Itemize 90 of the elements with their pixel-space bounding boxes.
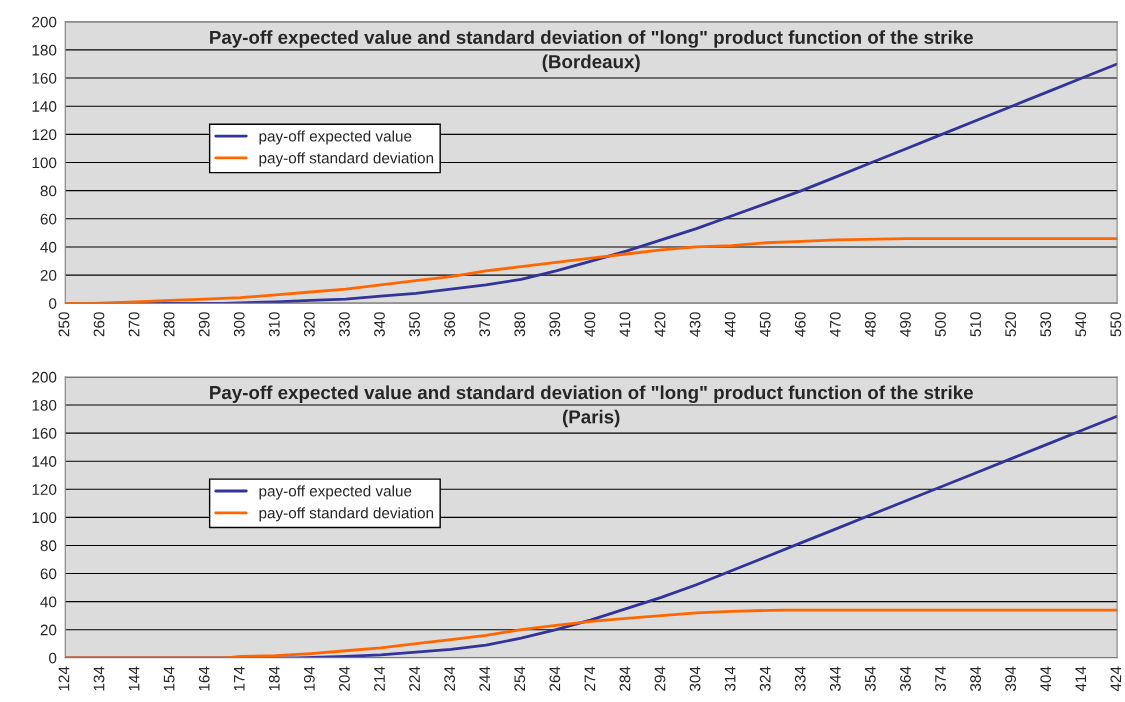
- x-tick-label: 334: [794, 666, 806, 692]
- x-tick-label: 124: [58, 666, 70, 691]
- x-tick-label: 264: [549, 666, 561, 691]
- x-tick-label: 324: [759, 666, 771, 692]
- x-tick-label: 360: [444, 312, 456, 337]
- y-tick-label: 180: [32, 44, 57, 56]
- x-tick-label: 374: [935, 666, 946, 692]
- y-tick-label: 200: [32, 16, 57, 28]
- y-tick-label: 40: [40, 241, 57, 253]
- x-tick-label: 480: [864, 312, 876, 337]
- y-tick-label: 140: [32, 101, 57, 112]
- x-tick-label: 380: [514, 312, 526, 337]
- y-tick-label: 60: [40, 213, 57, 225]
- x-tick-label: 234: [444, 666, 456, 691]
- x-tick-label: 440: [724, 312, 736, 337]
- y-tick-label: 200: [32, 371, 57, 383]
- x-tick-label: 144: [128, 666, 140, 691]
- x-tick-label: 280: [163, 312, 175, 337]
- x-tick-label: 310: [268, 312, 280, 337]
- text: Pay-off expected value and standard deviation of "long" product function of the strike (Bordeaux): [210, 30, 973, 73]
- x-tick-label: 214: [374, 666, 385, 691]
- x-tick-label: 490: [900, 312, 911, 337]
- x-tick-label: 250: [58, 312, 70, 337]
- x-tick-label: 300: [233, 312, 245, 337]
- x-tick-label: 260: [93, 312, 105, 337]
- x-tick-label: 204: [339, 666, 350, 691]
- y-tick-label: 140: [32, 456, 57, 467]
- x-tick-label: 244: [479, 666, 490, 691]
- y-tick-label: 160: [32, 72, 57, 84]
- x-tick-label: 164: [198, 666, 210, 691]
- y-tick-label: 80: [40, 185, 57, 197]
- y-tick-label: 0: [49, 652, 57, 664]
- x-tick-label: 134: [93, 666, 105, 691]
- y-tick-label: 20: [40, 269, 57, 281]
- y-tick-label: 120: [32, 484, 57, 495]
- x-tick-label: 290: [198, 312, 210, 337]
- x-tick-label: 400: [584, 312, 596, 337]
- x-tick-label: 350: [409, 312, 420, 337]
- x-tick-label: 320: [303, 312, 315, 337]
- x-tick-label: 450: [759, 312, 771, 337]
- x-tick-label: 550: [1110, 312, 1122, 337]
- x-tick-label: 154: [163, 666, 175, 691]
- x-tick-label: 294: [654, 666, 666, 691]
- x-tick-label: 224: [409, 666, 420, 691]
- x-tick-label: 520: [1005, 312, 1017, 337]
- text: Pay-off expected value and standard deviation of "long" product function of the strike (Paris): [210, 385, 973, 428]
- y-tick-label: 160: [32, 428, 57, 439]
- x-tick-label: 364: [900, 666, 911, 692]
- x-tick-label: 254: [514, 666, 526, 691]
- y-tick-label: 80: [40, 540, 57, 552]
- x-tick-label: 404: [1040, 666, 1052, 692]
- x-tick-label: 390: [549, 312, 561, 337]
- x-tick-label: 500: [935, 312, 946, 337]
- y-tick-label: 60: [40, 568, 57, 580]
- legend-label: pay-off standard deviation: [259, 152, 434, 167]
- x-tick-label: 354: [864, 666, 876, 692]
- x-tick-label: 274: [584, 666, 596, 691]
- x-tick-label: 344: [829, 666, 841, 692]
- x-tick-label: 370: [479, 312, 491, 337]
- x-tick-label: 314: [724, 666, 736, 692]
- x-tick-label: 470: [829, 312, 841, 337]
- y-tick-label: 120: [32, 129, 57, 141]
- legend-label: pay-off expected value: [259, 130, 412, 145]
- x-tick-label: 510: [970, 312, 981, 337]
- y-tick-label: 100: [32, 157, 57, 169]
- y-tick-label: 20: [40, 624, 57, 636]
- legend-label: pay-off expected value: [259, 485, 412, 500]
- x-tick-label: 424: [1110, 666, 1122, 692]
- y-tick-label: 0: [49, 298, 57, 309]
- x-tick-label: 394: [1005, 666, 1017, 692]
- x-tick-label: 304: [689, 666, 701, 692]
- x-tick-label: 430: [689, 312, 701, 337]
- x-tick-label: 530: [1040, 312, 1052, 337]
- x-tick-label: 270: [128, 312, 140, 337]
- legend-label: pay-off standard deviation: [259, 507, 434, 522]
- x-tick-label: 340: [374, 312, 385, 337]
- x-tick-label: 330: [339, 312, 350, 337]
- x-tick-label: 174: [234, 666, 245, 691]
- x-tick-label: 414: [1075, 666, 1087, 692]
- y-tick-label: 100: [32, 512, 57, 524]
- x-tick-label: 194: [303, 666, 315, 691]
- x-tick-label: 410: [619, 312, 631, 337]
- y-tick-label: 40: [40, 596, 57, 608]
- x-tick-label: 384: [970, 666, 981, 692]
- x-tick-label: 540: [1075, 312, 1087, 337]
- y-tick-label: 180: [32, 399, 57, 411]
- x-tick-label: 420: [654, 312, 666, 337]
- x-tick-label: 184: [268, 666, 280, 691]
- x-tick-label: 460: [794, 312, 806, 337]
- x-tick-label: 284: [619, 666, 631, 691]
